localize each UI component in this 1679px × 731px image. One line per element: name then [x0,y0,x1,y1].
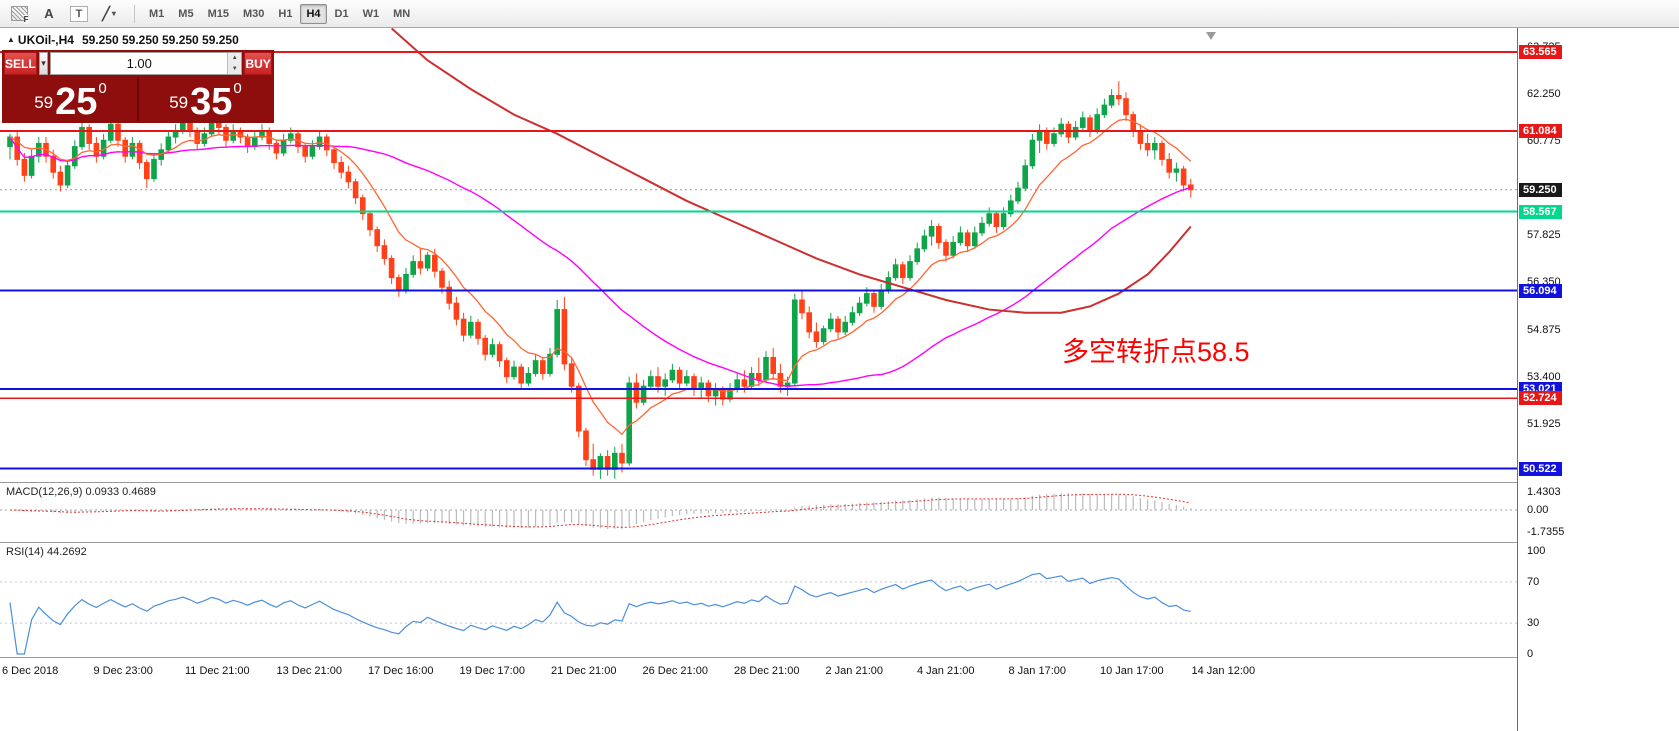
time-label: 28 Dec 21:00 [734,665,800,677]
ma-fast-line [9,118,1192,436]
draw-glyph: ╱ [102,5,110,21]
time-label: 21 Dec 21:00 [551,665,617,677]
pane-separator[interactable] [0,482,1679,483]
macd-axis-tick: 0.00 [1527,504,1549,516]
trade-panel: SELL ▾ ▲ ▼ BUY 59 25 0 [2,50,274,123]
sell-price[interactable]: 59 25 0 [4,77,137,121]
macd-axis-tick: -1.7355 [1527,525,1565,538]
boxed-t-glyph: T [70,5,88,22]
macd-axis-tick: 1.4303 [1527,485,1561,498]
current-price-badge: 59.250 [1519,182,1562,197]
chart-shift-marker[interactable] [1206,32,1216,40]
macd-label: MACD(12,26,9) 0.0933 0.4689 [6,486,156,498]
price-badge-58.567: 58.567 [1519,204,1562,219]
timeframe-H1[interactable]: H1 [278,7,293,20]
hatch-icon[interactable]: F [6,3,32,25]
sell-price-big: 25 [55,80,98,123]
timeframe-MN[interactable]: MN [393,7,411,20]
toolbar-separator [134,4,135,23]
symbol-period: UKOil-,H4 [17,33,74,47]
price-badge-50.522: 50.522 [1519,461,1562,476]
volume-dropdown-button[interactable]: ▾ [38,52,49,75]
pane-separator[interactable] [0,657,1679,658]
price-tick: 51.925 [1527,417,1561,430]
rsi-canvas[interactable] [0,543,1517,657]
price-divider [137,77,139,121]
hatch-glyph: F [10,6,29,24]
chart-window: ▲ UKOil-,H4 59.250 59.250 59.250 59.250 SE… [0,28,1679,731]
timeframe-bar: M1 M5 M15 M30 H1 H4 D1 W1 MN [143,3,418,24]
macd-canvas[interactable] [0,483,1517,542]
price-tick: 54.875 [1527,323,1561,336]
time-label: 14 Jan 12:00 [1191,665,1256,677]
chevron-down-icon: ▾ [111,9,116,18]
timeframe-M5[interactable]: M5 [178,7,194,20]
buy-price-small: 59 [169,93,189,112]
macd-histogram [16,493,1192,530]
sell-button[interactable]: SELL [4,52,37,75]
price-badge-61.084: 61.084 [1519,124,1562,139]
buy-price-big: 35 [190,80,233,123]
price-tick: 53.400 [1527,370,1561,383]
time-label: 26 Dec 21:00 [642,665,708,677]
candles-series [7,81,1194,479]
draw-tool-icon[interactable]: ╱ ▾ [96,3,122,25]
price-badge-63.565: 63.565 [1519,44,1562,59]
time-label: 17 Dec 16:00 [368,665,434,677]
text-label-icon[interactable]: A [44,6,54,21]
timeframe-M15[interactable]: M15 [207,7,229,20]
timeframe-M30[interactable]: M30 [242,7,265,20]
volume-input[interactable] [51,53,228,74]
ohlc-values: 59.250 59.250 59.250 59.250 [81,33,239,47]
time-label: 10 Jan 17:00 [1100,665,1164,677]
rsi-line [9,572,1191,655]
rsi-axis-tick: 30 [1527,617,1540,630]
pane-separator[interactable] [0,542,1679,543]
price-badge-56.094: 56.094 [1519,283,1562,298]
text-box-icon[interactable]: T [66,3,92,25]
buy-price[interactable]: 59 35 0 [139,77,272,121]
macd-pane[interactable]: MACD(12,26,9) 0.0933 0.4689 [0,483,1517,542]
rsi-axis-tick: 0 [1527,648,1534,660]
timeframe-W1[interactable]: W1 [362,7,380,20]
rsi-axis-tick: 100 [1527,545,1546,557]
toolbar: F A T ╱ ▾ M1 M5 M15 M30 H1 H4 D1 W1 MN [0,0,1679,28]
volume-box: ▲ ▼ [50,52,243,75]
time-label: 4 Jan 21:00 [917,665,975,677]
rsi-pane[interactable]: RSI(14) 44.2692 [0,543,1517,657]
rsi-label: RSI(14) 44.2692 [6,546,87,558]
time-label: 13 Dec 21:00 [276,665,342,677]
timeframe-H4[interactable]: H4 [300,3,327,24]
time-label: 2 Jan 21:00 [825,665,884,677]
buy-button[interactable]: BUY [244,52,272,75]
timeframe-M1[interactable]: M1 [149,7,165,20]
rsi-axis-tick: 70 [1527,575,1540,588]
time-axis[interactable]: 6 Dec 2018 9 Dec 23:00 11 Dec 21:00 13 Dec … [0,658,1517,684]
ma-trend-line [390,28,1192,314]
chart-header: ▲ UKOil-,H4 59.250 59.250 59.250 59.250 [7,33,239,47]
sell-price-small: 59 [34,93,54,112]
time-label: 8 Jan 17:00 [1008,665,1067,677]
ma-slow-line [9,136,1192,387]
chart-annotation-text: 多空转折点58.5 [1062,337,1250,367]
price-arrow-icon: ▲ [7,35,15,44]
volume-down-icon[interactable]: ▼ [228,63,242,74]
time-label: 19 Dec 17:00 [459,665,525,677]
price-badge-52.724: 52.724 [1519,391,1562,406]
volume-spinner: ▲ ▼ [227,53,242,74]
volume-up-icon[interactable]: ▲ [228,53,242,64]
main-chart-pane[interactable]: ▲ UKOil-,H4 59.250 59.250 59.250 59.250 SE… [0,28,1517,482]
time-label: 9 Dec 23:00 [93,665,153,677]
time-label: 11 Dec 21:00 [185,665,250,677]
sell-price-sup: 0 [98,80,107,97]
price-axis[interactable]: 63.72562.25060.77557.82556.35054.87553.4… [1517,28,1679,731]
buy-price-sup: 0 [233,80,242,97]
timeframe-D1[interactable]: D1 [334,7,349,20]
price-tick: 62.250 [1527,87,1561,100]
time-label: 6 Dec 2018 [2,665,59,677]
macd-signal-line [9,493,1191,528]
price-tick: 57.825 [1527,229,1561,242]
main-chart-canvas[interactable] [0,28,1517,482]
